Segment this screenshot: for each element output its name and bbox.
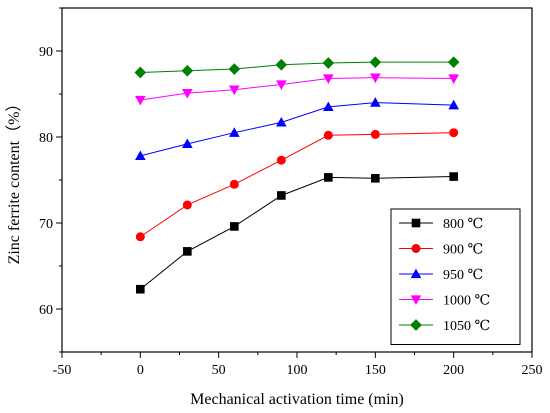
data-point bbox=[448, 74, 459, 84]
data-point bbox=[276, 155, 286, 165]
series-2 bbox=[135, 97, 459, 161]
data-point bbox=[275, 58, 288, 71]
y-tick-label: 60 bbox=[39, 303, 53, 318]
data-point bbox=[371, 173, 380, 183]
series-1 bbox=[135, 128, 459, 242]
legend-marker bbox=[411, 244, 421, 254]
data-point bbox=[136, 284, 145, 294]
legend-marker bbox=[410, 295, 422, 305]
data-point bbox=[229, 179, 239, 189]
data-point bbox=[183, 247, 192, 256]
x-tick-label: 0 bbox=[137, 363, 144, 378]
x-tick-label: 250 bbox=[522, 363, 543, 378]
x-tick-label: 200 bbox=[443, 363, 464, 378]
legend-label: 900 ℃ bbox=[443, 243, 483, 258]
data-point bbox=[323, 130, 333, 140]
x-tick-label: 150 bbox=[365, 363, 386, 378]
data-point bbox=[135, 232, 145, 242]
legend-label: 1050 ℃ bbox=[443, 319, 490, 334]
data-point bbox=[276, 116, 287, 127]
y-tick-label: 70 bbox=[39, 217, 53, 232]
data-point bbox=[182, 138, 193, 149]
y-tick-label: 80 bbox=[39, 131, 53, 146]
data-point bbox=[228, 63, 241, 75]
data-point bbox=[229, 127, 240, 137]
x-axis-title: Mechanical activation time (min) bbox=[190, 391, 404, 408]
legend-item: 950 ℃ bbox=[399, 268, 483, 283]
data-point bbox=[323, 74, 334, 84]
series-3 bbox=[135, 73, 459, 106]
x-tick-label: 50 bbox=[212, 363, 226, 378]
legend-marker bbox=[410, 319, 422, 331]
y-axis-title: Zinc ferrite content（%） bbox=[5, 96, 23, 265]
data-point bbox=[229, 85, 240, 96]
legend-item: 900 ℃ bbox=[399, 243, 483, 258]
x-tick-label: -50 bbox=[53, 363, 72, 378]
legend-label: 1000 ℃ bbox=[443, 294, 490, 309]
data-point bbox=[322, 57, 335, 69]
legend-label: 950 ℃ bbox=[443, 268, 483, 283]
data-point bbox=[181, 64, 194, 77]
data-point bbox=[182, 89, 193, 99]
x-tick-label: 100 bbox=[287, 363, 308, 378]
data-point bbox=[370, 129, 380, 139]
series-0 bbox=[136, 172, 458, 294]
data-point bbox=[370, 97, 381, 107]
data-point bbox=[449, 172, 458, 181]
data-point bbox=[324, 173, 333, 182]
data-point bbox=[369, 56, 382, 69]
data-point bbox=[135, 150, 146, 161]
legend-item: 800 ℃ bbox=[399, 217, 483, 232]
legend-item: 1000 ℃ bbox=[399, 294, 490, 309]
legend-label: 800 ℃ bbox=[443, 217, 483, 232]
data-point bbox=[447, 56, 460, 69]
data-point bbox=[449, 128, 459, 138]
legend-item: 1050 ℃ bbox=[399, 319, 490, 334]
data-point bbox=[277, 191, 286, 200]
data-point bbox=[276, 80, 287, 90]
data-point bbox=[230, 222, 239, 231]
legend-marker bbox=[411, 218, 421, 228]
data-point bbox=[370, 73, 381, 84]
data-point bbox=[134, 66, 147, 79]
series-4 bbox=[134, 56, 460, 79]
y-tick-label: 90 bbox=[39, 45, 53, 60]
data-point bbox=[448, 99, 459, 110]
legend-marker bbox=[410, 268, 422, 279]
data-point bbox=[135, 95, 146, 106]
data-point bbox=[323, 101, 334, 112]
data-point bbox=[182, 200, 192, 210]
